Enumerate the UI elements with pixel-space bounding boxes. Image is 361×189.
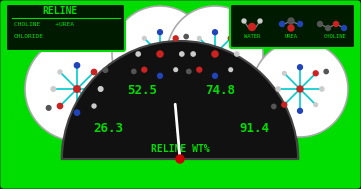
Circle shape: [276, 87, 280, 91]
Circle shape: [157, 73, 162, 78]
Circle shape: [334, 22, 339, 26]
Circle shape: [98, 87, 103, 91]
Circle shape: [92, 104, 96, 108]
FancyBboxPatch shape: [6, 4, 125, 51]
Circle shape: [25, 37, 129, 141]
Circle shape: [297, 65, 303, 70]
Wedge shape: [62, 41, 298, 159]
Circle shape: [242, 19, 246, 23]
Circle shape: [235, 52, 239, 56]
Circle shape: [74, 63, 80, 68]
Circle shape: [143, 36, 146, 40]
Circle shape: [191, 52, 195, 56]
Text: CHLORIDE: CHLORIDE: [14, 33, 44, 39]
Circle shape: [239, 34, 243, 39]
Circle shape: [288, 18, 294, 24]
Circle shape: [142, 67, 147, 72]
Circle shape: [132, 69, 136, 74]
Circle shape: [91, 69, 97, 75]
Circle shape: [324, 69, 328, 74]
Text: WATER: WATER: [244, 33, 260, 39]
Circle shape: [58, 70, 62, 74]
Circle shape: [213, 30, 217, 35]
Circle shape: [248, 23, 256, 30]
Circle shape: [46, 106, 51, 110]
Circle shape: [112, 6, 208, 102]
Circle shape: [197, 36, 201, 40]
Circle shape: [342, 26, 347, 30]
Text: RELINE WT%: RELINE WT%: [151, 144, 209, 154]
Circle shape: [314, 103, 318, 107]
Circle shape: [320, 87, 324, 91]
Circle shape: [252, 41, 348, 137]
Circle shape: [167, 6, 263, 102]
Circle shape: [229, 68, 232, 72]
Text: 26.3: 26.3: [93, 122, 123, 136]
Circle shape: [187, 69, 191, 74]
Circle shape: [136, 52, 140, 56]
Circle shape: [51, 87, 56, 91]
Circle shape: [297, 86, 303, 92]
Circle shape: [180, 52, 184, 56]
Text: RELINE: RELINE: [42, 6, 78, 16]
Text: UREA: UREA: [284, 33, 297, 39]
Circle shape: [282, 102, 287, 107]
Circle shape: [74, 110, 80, 115]
FancyBboxPatch shape: [230, 4, 355, 48]
Text: 52.5: 52.5: [127, 84, 157, 98]
Circle shape: [212, 51, 218, 57]
Circle shape: [297, 22, 303, 26]
Circle shape: [228, 36, 233, 41]
Text: CHOLINE    +UREA: CHOLINE +UREA: [14, 22, 74, 26]
Circle shape: [176, 155, 184, 163]
Circle shape: [313, 71, 318, 76]
Wedge shape: [62, 41, 298, 159]
Circle shape: [197, 67, 202, 72]
Circle shape: [258, 19, 262, 23]
Circle shape: [326, 26, 331, 30]
Circle shape: [174, 68, 178, 72]
Circle shape: [318, 22, 322, 26]
Circle shape: [272, 104, 276, 109]
Circle shape: [157, 51, 163, 57]
Circle shape: [288, 25, 294, 31]
Circle shape: [157, 30, 162, 35]
Circle shape: [213, 73, 217, 78]
Circle shape: [279, 22, 284, 26]
Circle shape: [297, 108, 303, 113]
Circle shape: [103, 68, 108, 72]
Text: 91.4: 91.4: [239, 122, 269, 136]
Circle shape: [74, 86, 80, 92]
Circle shape: [173, 36, 178, 41]
Circle shape: [184, 34, 188, 39]
Text: CHOLINE: CHOLINE: [323, 33, 346, 39]
Circle shape: [57, 103, 62, 109]
Text: 74.8: 74.8: [205, 84, 235, 98]
Circle shape: [282, 71, 286, 75]
